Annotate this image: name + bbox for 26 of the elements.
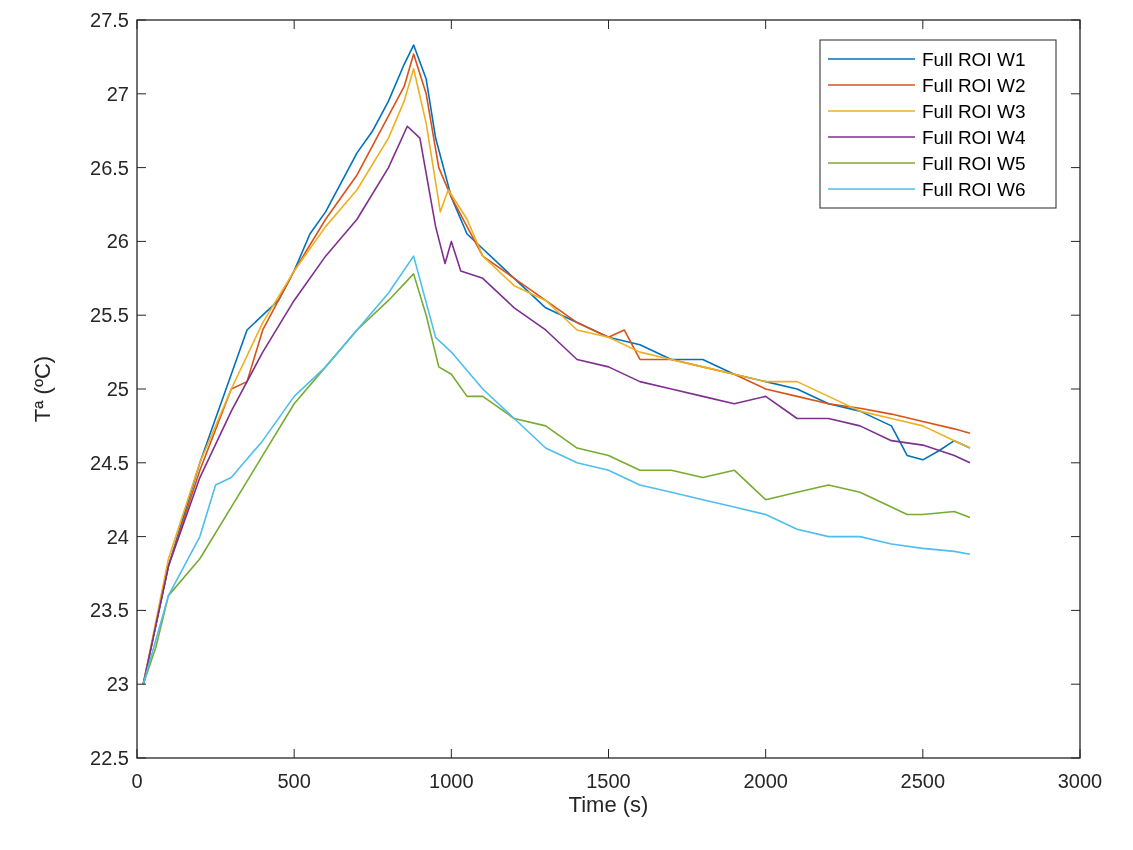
legend-label: Full ROI W1 (922, 49, 1026, 70)
y-tick-label: 26.5 (90, 156, 129, 179)
y-tick-label: 24 (106, 525, 129, 548)
legend-label: Full ROI W5 (922, 153, 1026, 174)
y-tick-label: 27 (106, 82, 129, 105)
x-tick-label: 2000 (743, 770, 788, 792)
x-tick-label: 1500 (586, 770, 631, 792)
legend-label: Full ROI W4 (922, 127, 1026, 148)
x-axis-title: Time (s) (568, 792, 649, 817)
x-tick-label: 500 (277, 770, 311, 792)
legend-label: Full ROI W3 (922, 101, 1026, 122)
x-tick-label: 2500 (900, 770, 946, 792)
x-tick-label: 0 (131, 770, 143, 792)
y-tick-label: 24.5 (90, 451, 129, 474)
y-tick-label: 25 (106, 378, 129, 400)
y-tick-label: 25.5 (90, 304, 129, 327)
y-tick-label: 23.5 (90, 599, 129, 622)
y-tick-label: 27.5 (90, 9, 129, 31)
legend-label: Full ROI W2 (922, 75, 1026, 96)
legend-label: Full ROI W6 (922, 179, 1026, 200)
y-tick-label: 22.5 (90, 747, 129, 769)
y-tick-label: 26 (106, 230, 129, 253)
x-tick-label: 3000 (1057, 770, 1103, 792)
x-tick-label: 1000 (429, 770, 474, 792)
y-tick-label: 23 (106, 673, 129, 696)
y-axis-title: Tª (ºC) (30, 355, 55, 423)
